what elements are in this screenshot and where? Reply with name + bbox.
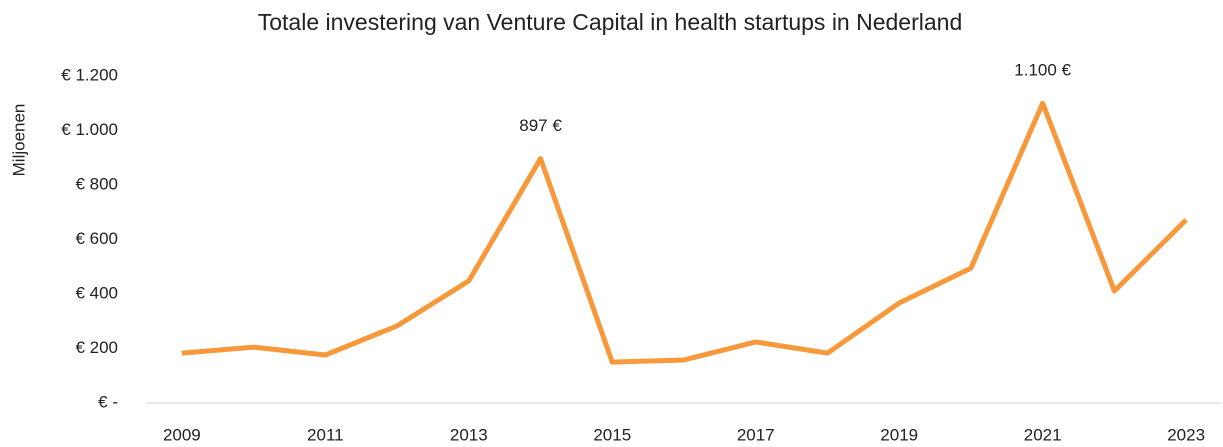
x-tick-label: 2019: [880, 425, 918, 444]
y-tick-label: € 800: [75, 174, 118, 193]
x-tick-label: 2017: [737, 425, 775, 444]
chart-title: Totale investering van Venture Capital i…: [258, 9, 963, 35]
x-tick-label: 2021: [1024, 425, 1062, 444]
y-tick-label: € 1.000: [61, 120, 118, 139]
data-label: 1.100 €: [1014, 61, 1071, 80]
y-axis-label: Miljoenen: [9, 104, 28, 177]
data-label: 897 €: [519, 116, 562, 135]
x-tick-label: 2013: [450, 425, 488, 444]
y-tick-label: € 200: [75, 338, 118, 357]
y-tick-label: € 1.200: [61, 65, 118, 84]
x-tick-label: 2009: [163, 425, 201, 444]
line-series: [181, 100, 1188, 365]
x-tick-label: 2015: [593, 425, 631, 444]
y-tick-label: € 400: [75, 283, 118, 302]
x-tick-label: 2023: [1167, 425, 1205, 444]
y-tick-label: € -: [98, 392, 118, 411]
x-tick-label: 2011: [307, 425, 344, 444]
y-tick-label: € 600: [75, 229, 118, 248]
